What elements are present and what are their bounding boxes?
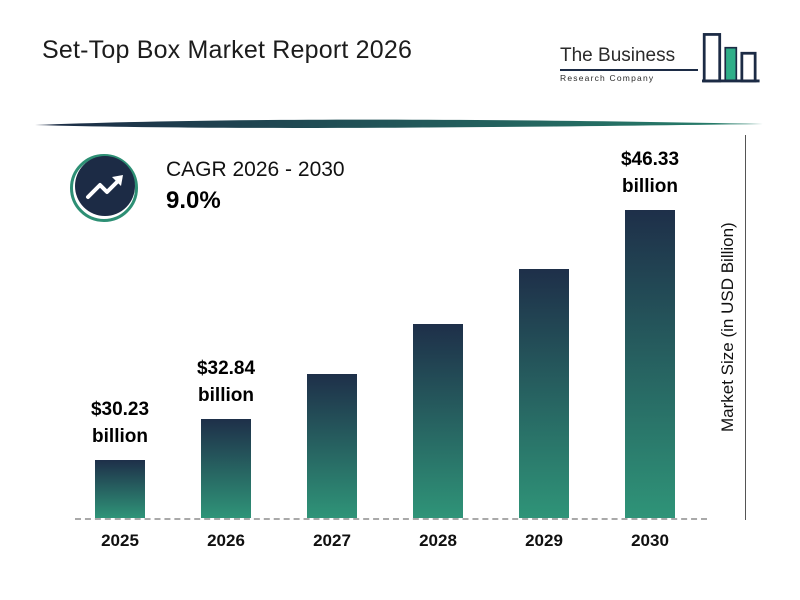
bar-group-2025: $30.23 billion	[91, 396, 149, 518]
bar-value-label: $32.84 billion	[196, 358, 256, 406]
x-axis-label: 2029	[525, 531, 563, 550]
bar-2026	[201, 419, 251, 518]
bar-group-2026: $32.84 billion	[197, 355, 255, 518]
x-axis-label: 2028	[419, 531, 457, 550]
logo-rule	[560, 69, 698, 71]
growth-arrow-icon	[70, 152, 138, 222]
bar-value-label: $46.33 billion	[620, 149, 680, 197]
y-axis-label: Market Size (in USD Billion)	[718, 222, 737, 433]
cagr-text: CAGR 2026 - 2030 9.0%	[166, 158, 345, 215]
bar-group-2030: $46.33 billion	[621, 146, 679, 518]
bar-2027	[307, 374, 357, 518]
logo-text: The Business Research Company	[560, 45, 698, 97]
page-title: Set-Top Box Market Report 2026	[42, 36, 413, 64]
cagr-ring	[70, 154, 138, 222]
bar-2029	[519, 269, 569, 518]
cagr-circle	[75, 156, 135, 216]
logo-bars-icon	[693, 30, 764, 97]
divider	[35, 119, 765, 128]
bar-2030	[625, 210, 675, 518]
bar-group-2027	[307, 374, 357, 518]
company-logo: The Business Research Company	[560, 30, 764, 97]
cagr-callout: CAGR 2026 - 2030 9.0%	[70, 152, 345, 222]
cagr-value: 9.0%	[166, 186, 221, 214]
y-axis-line	[745, 135, 746, 520]
bar-value-label: $30.23 billion	[90, 399, 150, 447]
bar-series: $30.23 billion $32.84 billion $46.33 billion	[91, 146, 679, 518]
x-axis-label: 2030	[631, 531, 669, 550]
x-axis-label: 2027	[313, 531, 351, 550]
logo-line2: Research Company	[560, 73, 655, 83]
chart-baseline	[75, 518, 707, 520]
x-axis-label: 2026	[207, 531, 245, 550]
cagr-label: CAGR 2026 - 2030	[166, 157, 345, 181]
x-axis-labels: 2025 2026 2027 2028 2029 2030	[95, 531, 675, 551]
logo-line1: The Business	[560, 45, 676, 66]
bar-group-2029	[519, 269, 569, 518]
x-axis-label: 2025	[101, 531, 139, 550]
bar-group-2028	[413, 324, 463, 518]
bar-2025	[95, 460, 145, 518]
bar-2028	[413, 324, 463, 518]
